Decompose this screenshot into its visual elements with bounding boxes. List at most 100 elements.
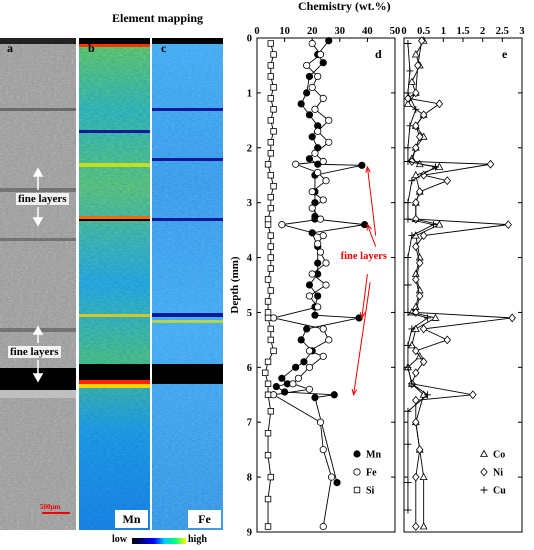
data-point-Fe [322,281,330,289]
data-point-Fe [308,270,316,278]
data-point-Co [407,341,416,349]
data-point-Si [267,254,274,261]
annotation-arrowhead [359,312,366,320]
data-point-Ni [416,445,424,455]
x-tick-label-e: 1.5 [456,26,469,37]
data-point-Fe [269,314,278,322]
data-point-Co [431,313,440,321]
data-point-Cu [404,144,412,152]
data-point-Ni [417,36,426,46]
data-point-Fe [305,347,314,355]
legend-label-Si: Si [366,486,375,497]
colorbar [132,538,186,544]
annotation-arrow [361,273,368,318]
x-tick-label-d: 50 [390,26,401,37]
data-point-Mn [297,100,305,108]
y-tick-label: 4 [247,253,253,264]
legend-marker-Si [353,486,361,494]
data-point-Cu [404,479,412,487]
data-point-Si [270,51,277,58]
annotation-arrowhead [366,223,372,231]
series-Ni [404,36,516,531]
data-point-Si [267,150,274,157]
data-point-Si [267,172,274,179]
data-point-Si [267,473,274,481]
data-point-Mn [330,391,338,399]
data-point-Si [264,276,272,283]
data-point-Co [403,99,412,107]
series-line-Si [264,43,275,527]
series-Cu [404,39,439,514]
data-point-Si [264,298,272,305]
data-point-Fe [322,259,330,267]
data-point-Co [435,220,444,228]
data-point-Cu [404,281,412,289]
data-point-Ni [412,368,420,378]
panel-e-letter: e [502,47,508,61]
data-point-Fe [305,292,314,300]
element-mapping-title: Element mapping [112,11,204,25]
data-point-Ni [435,99,444,109]
data-point-Si [267,40,274,47]
data-point-Cu [404,254,412,262]
data-point-Cu [408,325,416,333]
x-tick-label-e: 2.5 [496,26,509,37]
y-tick-label: 1 [247,88,252,99]
data-point-Fe [316,215,325,223]
data-point-Si [264,309,272,316]
data-point-Mn [319,59,327,67]
legend-marker-Cu [480,486,488,494]
y-tick-label: 9 [247,528,252,539]
data-point-Mn [325,37,333,45]
legend-label-Fe: Fe [366,468,377,479]
series-line-Mn [275,40,365,483]
data-point-Si [264,495,272,503]
legend-label-Ni: Ni [493,468,503,479]
annotation-arrow [353,282,371,395]
y-tick-label: 6 [247,363,252,374]
colorbar-low-label: low [112,534,127,545]
data-point-Ni [412,522,420,531]
fine-layers-annotation: fine layers [341,251,387,262]
data-point-Fe [316,418,325,426]
data-point-Co [419,522,428,530]
data-point-Si [264,215,272,223]
chart-e: 0 0.5 1 1.5 2 2.5 3e Co Ni Cu [401,26,525,533]
data-point-Fe [314,72,322,81]
data-point-Cu [406,67,414,75]
legend-marker-Co [480,449,488,457]
data-point-Cu [408,232,416,240]
data-point-Fe [289,380,297,388]
y-tick-label: 2 [247,143,252,154]
mn-label: Mn [115,510,148,528]
data-point-Cu [404,215,412,223]
data-point-Fe [278,221,286,229]
data-point-Ni [412,88,420,98]
data-point-Fe [325,138,333,146]
annotation-arrow [366,166,377,236]
data-point-Fe [308,188,316,196]
data-point-Mn [308,133,316,141]
x-tick-label-e: 0.5 [417,26,430,37]
annotation-arrow [366,224,377,247]
data-point-Mn [305,111,314,119]
x-tick-label-e: 3 [519,26,524,37]
data-point-Fe [319,522,327,531]
data-point-Si [267,193,274,201]
data-point-Co [411,50,420,58]
data-point-Si [270,106,277,113]
data-point-Mn [314,292,322,300]
data-point-Fe [319,325,327,333]
data-point-Si [267,232,274,239]
data-point-Mn [333,478,341,487]
fe-label: Fe [188,510,221,528]
data-point-Fe [319,196,327,204]
data-point-Si [262,369,269,377]
data-point-Fe [292,160,300,168]
data-point-Cu [424,391,432,399]
panel-d-letter: d [375,47,382,61]
data-point-Si [267,336,274,344]
data-point-Si [267,265,274,272]
data-point-Mn [305,72,314,81]
data-point-Fe [316,50,325,59]
